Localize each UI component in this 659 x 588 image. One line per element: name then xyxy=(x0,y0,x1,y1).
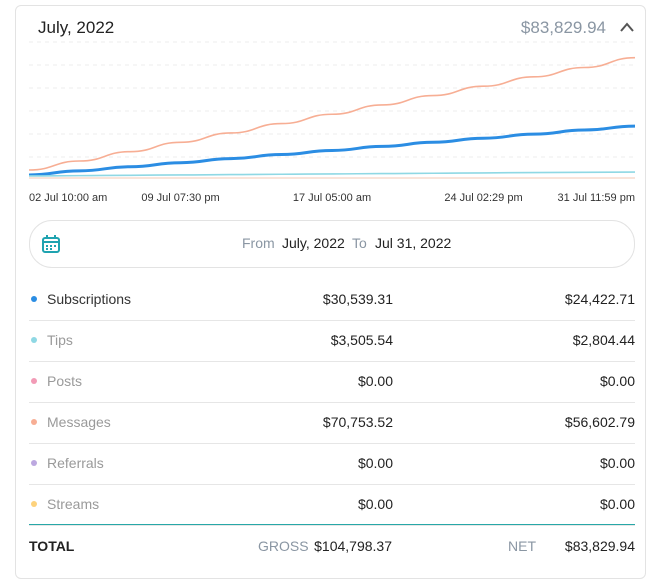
row-net: $56,602.79 xyxy=(564,414,635,430)
table-row: Subscriptions $30,539.31 $24,422.71 xyxy=(29,279,635,321)
row-dot xyxy=(31,460,37,466)
series-line xyxy=(29,56,635,171)
from-label: From xyxy=(242,235,275,251)
row-name: Tips xyxy=(47,332,73,348)
earnings-card xyxy=(15,5,646,579)
row-gross: $30,539.31 xyxy=(322,291,393,307)
to-label: To xyxy=(352,235,367,251)
x-label: 09 Jul 07:30 pm xyxy=(141,192,220,204)
row-name: Posts xyxy=(47,373,83,389)
row-gross: $0.00 xyxy=(357,496,393,512)
row-gross: $0.00 xyxy=(357,373,393,389)
table-row: Messages $70,753.52 $56,602.79 xyxy=(29,402,635,444)
row-gross: $3,505.54 xyxy=(330,332,393,348)
month-title: July, 2022 xyxy=(38,18,115,37)
gross-label: GROSS xyxy=(258,538,309,554)
table-row: Posts $0.00 $0.00 xyxy=(29,361,635,403)
chart xyxy=(29,41,635,179)
series-line xyxy=(29,124,635,177)
x-label: 02 Jul 10:00 am xyxy=(29,192,108,204)
row-name: Subscriptions xyxy=(47,291,132,307)
gross-total: $104,798.37 xyxy=(314,538,392,554)
row-gross: $0.00 xyxy=(357,455,393,471)
row-name: Messages xyxy=(47,414,111,430)
row-dot xyxy=(31,337,37,343)
total-label: TOTAL xyxy=(29,538,75,554)
net-label: NET xyxy=(508,538,536,554)
row-net: $24,422.71 xyxy=(564,291,635,307)
row-net: $0.00 xyxy=(599,455,635,471)
table-row: Tips $3,505.54 $2,804.44 xyxy=(29,320,635,362)
collapse-button[interactable] xyxy=(619,21,635,33)
x-label: 17 Jul 05:00 am xyxy=(292,192,372,204)
row-dot xyxy=(31,296,37,302)
total-divider xyxy=(29,524,635,525)
row-net: $0.00 xyxy=(599,373,635,389)
table-row: Referrals $0.00 $0.00 xyxy=(29,443,635,485)
row-net: $2,804.44 xyxy=(572,332,635,348)
calendar-icon xyxy=(42,235,60,253)
row-dot xyxy=(31,419,37,425)
row-dot xyxy=(31,501,37,507)
table-row: Streams $0.00 $0.00 xyxy=(29,484,635,526)
row-net: $0.00 xyxy=(599,496,635,512)
series-line xyxy=(29,171,635,177)
x-label: 24 Jul 02:29 pm xyxy=(444,192,523,204)
row-name: Referrals xyxy=(47,455,104,471)
x-label: 31 Jul 11:59 pm xyxy=(557,192,635,204)
month-amount: $83,829.94 xyxy=(520,18,606,37)
from-date: July, 2022 xyxy=(282,235,345,251)
net-total: $83,829.94 xyxy=(564,538,635,554)
row-dot xyxy=(31,378,37,384)
row-name: Streams xyxy=(47,496,100,512)
row-gross: $70,753.52 xyxy=(322,414,393,430)
date-range-picker[interactable] xyxy=(29,220,635,268)
to-date: Jul 31, 2022 xyxy=(375,235,452,251)
